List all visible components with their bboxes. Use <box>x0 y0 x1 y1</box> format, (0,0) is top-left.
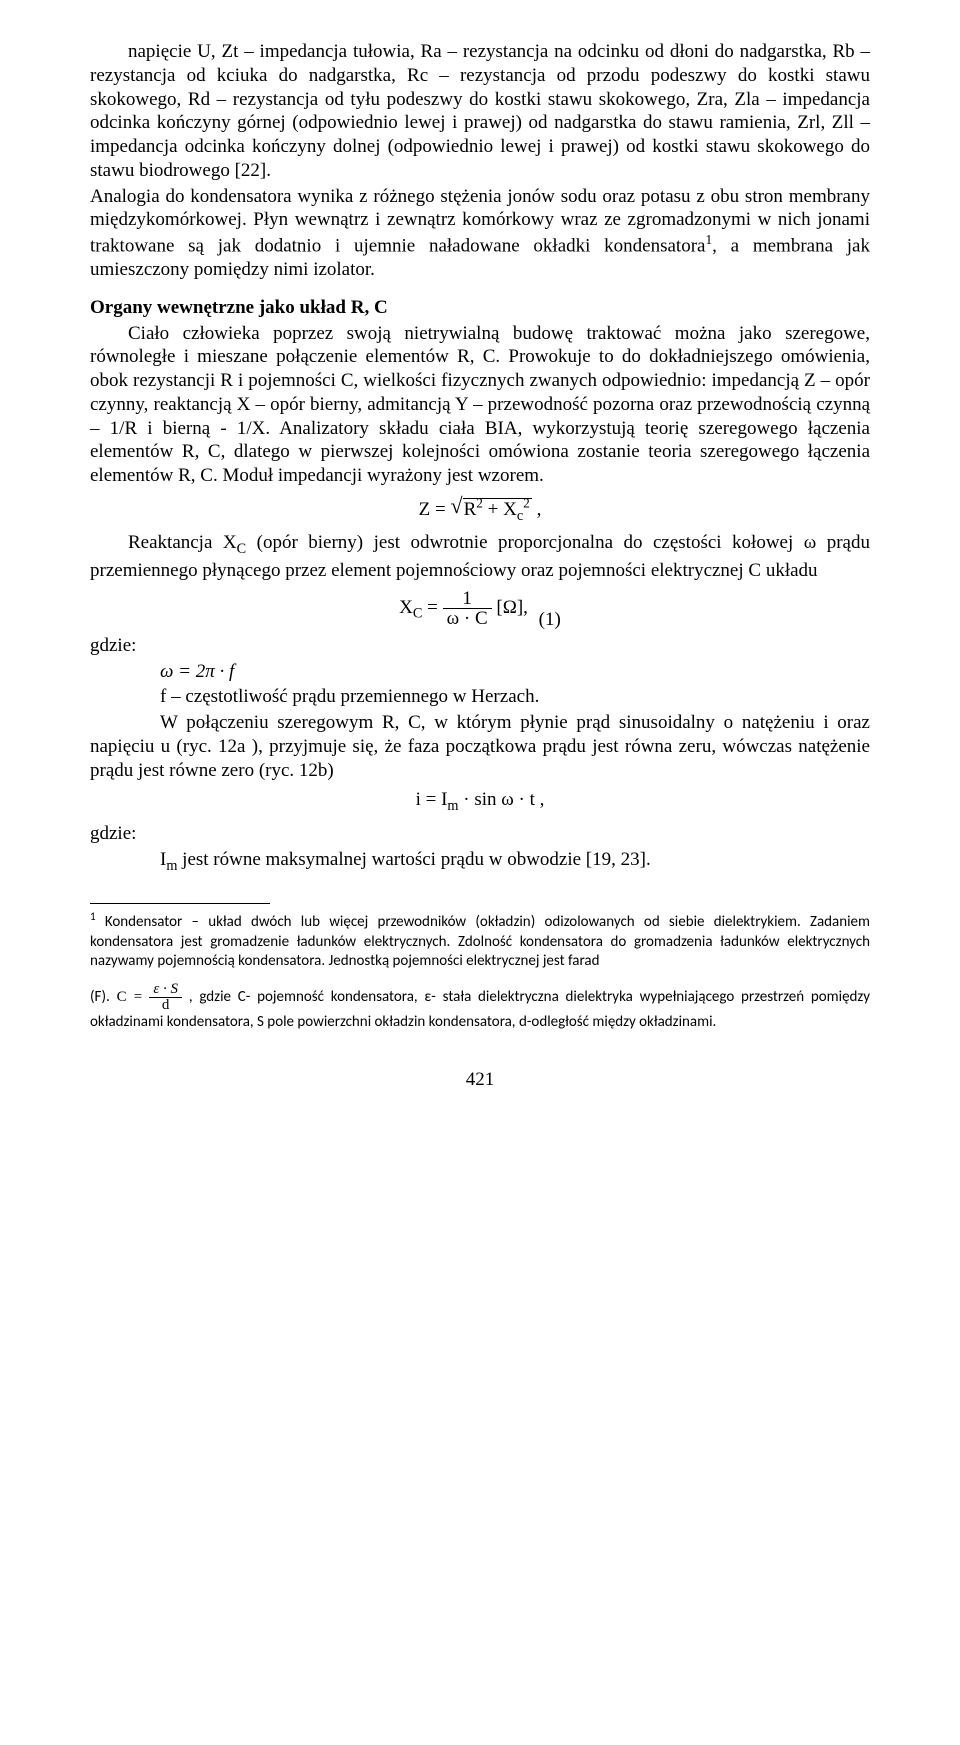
plus-x: + X <box>483 499 517 520</box>
footnote-text-a: Kondensator – układ dwóch lub więcej prz… <box>90 913 870 970</box>
footnote-1a: 1 Kondensator – układ dwóch lub więcej p… <box>90 910 870 972</box>
im-sub: m <box>166 857 177 873</box>
gdzie-2: gdzie: <box>90 822 870 846</box>
i-sub-m: m <box>447 798 458 814</box>
fn-den: d <box>149 998 182 1013</box>
r-term: R <box>464 499 477 520</box>
omega-line: ω = 2π · f <box>90 660 870 684</box>
xc-eq: = <box>422 597 442 618</box>
fn-frac-lhs: C = <box>117 989 150 1005</box>
para4-sub: C <box>237 541 247 557</box>
paragraph-5: W połączeniu szeregowym R, C, w którym p… <box>90 711 870 782</box>
equation-number-1: (1) <box>539 608 561 632</box>
formula-current: i = Im · sin ω · t , <box>90 788 870 816</box>
xc-lhs: X <box>399 597 413 618</box>
fn-b2: , gdzie C- pojemność kondensatora, ε- st… <box>90 988 870 1031</box>
fn-fraction: ε · Sd <box>149 982 182 1013</box>
paragraph-2: Analogia do kondensatora wynika z różneg… <box>90 185 870 282</box>
fn-b1: (F). <box>90 988 117 1006</box>
xc-den: ω · C <box>443 609 492 628</box>
exp-2b: 2 <box>523 496 530 511</box>
xc-unit: [Ω], <box>496 597 528 618</box>
paragraph-4: Reaktancja XC (opór bierny) jest odwrotn… <box>90 531 870 582</box>
xc-sub: C <box>413 605 423 621</box>
formula-z-lhs: Z = <box>419 499 446 520</box>
footnote-1b: (F). C = ε · Sd , gdzie C- pojemność kon… <box>90 982 870 1033</box>
i-lhs: i = I <box>416 789 448 810</box>
gdzie-1: gdzie: <box>90 634 870 658</box>
f-line: f – częstotliwość prądu przemiennego w H… <box>90 685 870 709</box>
omega-expr: ω = 2π · f <box>160 661 234 682</box>
xc-fraction: 1ω · C <box>443 589 492 628</box>
para4-pre: Reaktancja X <box>128 532 237 553</box>
formula-impedance: Z = √R2 + Xc2 , <box>90 494 870 526</box>
page-number: 421 <box>90 1068 870 1092</box>
im-line: Im jest równe maksymalnej wartości prądu… <box>90 848 870 876</box>
fn-num: ε · S <box>149 982 182 998</box>
sqrt-body: R2 + Xc2 <box>463 498 532 520</box>
footnote-separator <box>90 903 270 904</box>
formula-z-tail: , <box>532 499 542 520</box>
xc-num: 1 <box>443 589 492 609</box>
paragraph-1: napięcie U, Zt – impedancja tułowia, Ra … <box>90 40 870 183</box>
i-tail: · sin ω · t , <box>459 789 545 810</box>
formula-reactance: XC = 1ω · C [Ω], (1) <box>90 589 870 628</box>
sqrt-symbol: √ <box>450 493 462 518</box>
exp-2a: 2 <box>476 496 483 511</box>
paragraph-3: Ciało człowieka poprzez swoją nietrywial… <box>90 322 870 488</box>
page: napięcie U, Zt – impedancja tułowia, Ra … <box>0 0 960 1152</box>
section-title: Organy wewnętrzne jako układ R, C <box>90 296 870 320</box>
im-post: jest równe maksymalnej wartości prądu w … <box>177 849 650 870</box>
